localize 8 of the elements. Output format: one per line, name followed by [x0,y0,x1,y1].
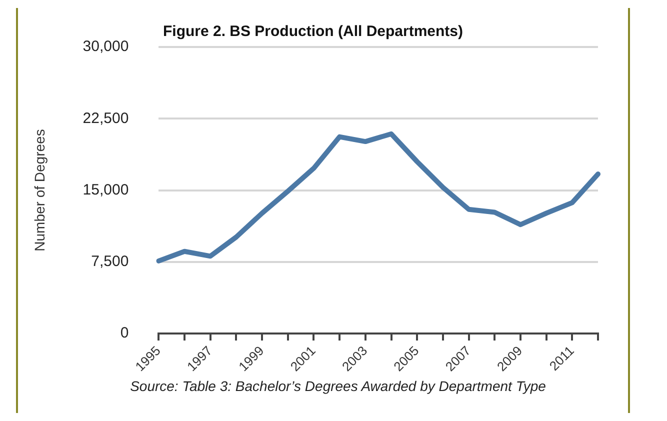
y-tick-label: 0 [120,324,129,342]
y-tick-label: 15,000 [82,181,129,198]
y-axis-title: Number of Degrees [31,129,48,252]
source-note: Source: Table 3: Bachelor’s Degrees Awarded by Department Type [129,378,547,394]
y-tick-label: 22,500 [82,110,129,127]
chart-title: Figure 2. BS Production (All Departments) [162,23,464,40]
y-tick-label: 30,000 [82,38,129,56]
y-tick-label: 7,500 [91,253,129,270]
